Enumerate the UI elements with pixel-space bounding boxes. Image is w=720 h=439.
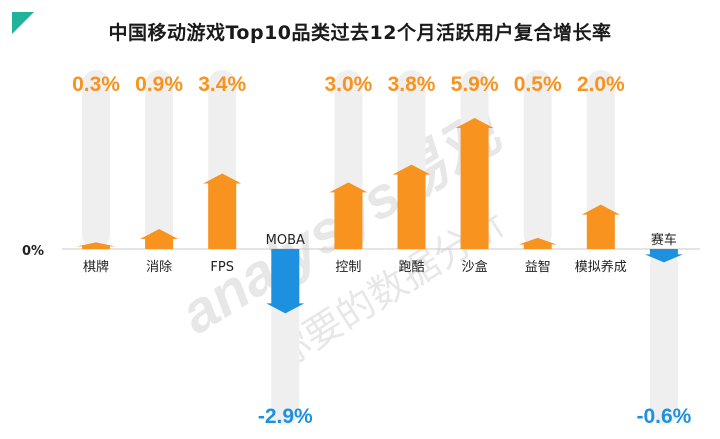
category-label: 棋牌 — [83, 259, 109, 275]
bar-5 — [329, 182, 368, 249]
category-label: 沙盒 — [462, 259, 488, 275]
bar-track — [586, 70, 615, 249]
category-label: 控制 — [335, 260, 361, 275]
category-label: 益智 — [525, 260, 551, 275]
bar-1 — [77, 242, 115, 249]
bar-10 — [644, 249, 683, 263]
chart-title: 中国移动游戏Top10品类过去12个月活跃用户复合增长率 — [108, 22, 612, 44]
bar-8 — [518, 237, 557, 249]
value-label: 3.0% — [324, 73, 372, 96]
category-label: 赛车 — [651, 232, 677, 248]
bar-track — [523, 70, 552, 249]
value-label: 2.0% — [577, 73, 625, 96]
bar-7 — [455, 118, 494, 250]
bar-track — [145, 70, 174, 249]
bar-2 — [140, 229, 179, 249]
value-label: 5.9% — [451, 73, 499, 96]
bar-4 — [266, 249, 305, 314]
value-label: 0.9% — [135, 73, 183, 96]
value-label: 3.8% — [388, 73, 436, 96]
corner-accent — [12, 12, 34, 34]
value-label: -0.6% — [636, 405, 691, 428]
value-label: 3.4% — [198, 73, 246, 96]
bar-3 — [203, 173, 242, 249]
category-label: FPS — [210, 260, 234, 275]
bar-6 — [392, 164, 431, 249]
value-label: 0.5% — [514, 73, 562, 96]
category-label: MOBA — [266, 233, 305, 248]
bar-track — [649, 249, 678, 425]
value-label: -2.9% — [258, 405, 313, 428]
bar-track — [82, 70, 110, 249]
bar-9 — [581, 204, 620, 249]
category-label: 跑酷 — [398, 260, 424, 275]
value-label: 0.3% — [72, 73, 120, 96]
zero-label: 0% — [22, 244, 44, 259]
category-label: 模拟养成 — [575, 259, 627, 275]
category-label: 消除 — [146, 260, 172, 275]
